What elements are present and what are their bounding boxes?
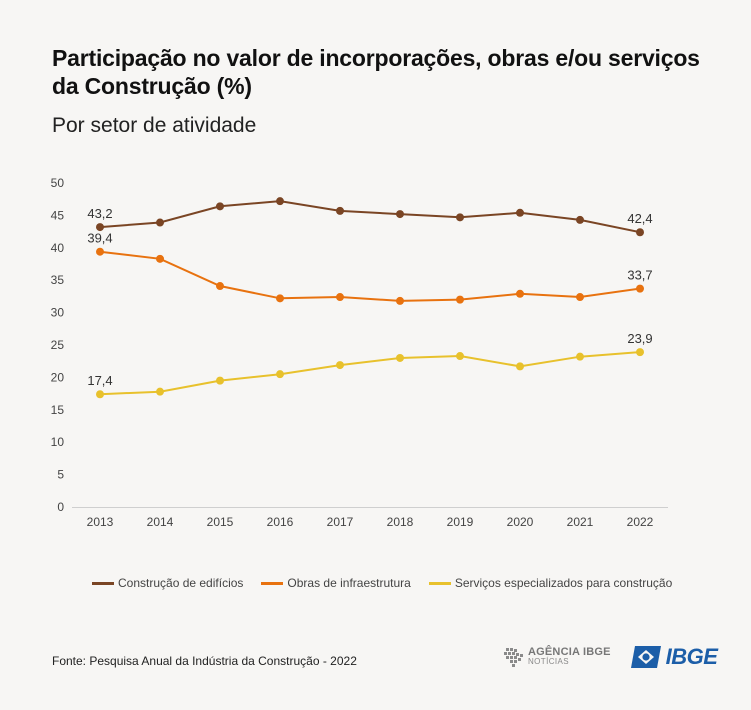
x-tick-label: 2020 [507,515,534,529]
agencia-sub: NOTÍCIAS [528,657,569,666]
ibge-logo: IBGE [630,644,718,670]
data-point [216,202,224,211]
data-point [96,247,104,256]
y-tick-label: 15 [51,403,65,417]
data-point [396,296,404,305]
data-point [156,387,164,396]
data-label: 23,9 [627,331,652,346]
data-point [576,352,584,361]
data-point [516,289,524,298]
legend-label-infraestrutura: Obras de infraestrutura [287,576,411,590]
data-point [456,295,464,304]
x-tick-label: 2013 [87,515,114,529]
legend-item-edificios: Construção de edifícios [92,576,243,590]
legend-label-edificios: Construção de edifícios [118,576,244,590]
data-point [96,390,104,399]
data-point [276,197,284,206]
x-tick-label: 2019 [447,515,474,529]
ibge-flag-icon [630,646,661,668]
data-point [636,284,644,293]
legend-swatch-servicos [428,581,451,585]
data-label: 33,7 [627,268,652,283]
x-tick-label: 2017 [327,515,354,529]
data-label: 39,4 [87,231,112,246]
data-point [336,206,344,215]
series-line [99,250,641,302]
data-point [96,223,104,232]
y-tick-label: 35 [51,273,65,287]
data-point [636,228,644,237]
x-tick-label: 2018 [387,515,414,529]
agencia-name: AGÊNCIA IBGE [528,646,611,658]
data-point [456,352,464,361]
data-point [336,361,344,370]
source-note: Fonte: Pesquisa Anual da Indústria da Co… [52,654,357,668]
chart-legend: Construção de edifícios Obras de infraes… [92,576,690,590]
agencia-ibge-logo: AGÊNCIA IBGE NOTÍCIAS [502,646,611,668]
data-point [576,215,584,224]
x-tick-label: 2015 [207,515,234,529]
legend-item-infraestrutura: Obras de infraestrutura [261,576,411,590]
data-point [156,254,164,263]
data-label: 42,4 [627,211,652,226]
data-point [216,376,224,385]
data-point [516,208,524,217]
x-tick-label: 2014 [147,515,174,529]
logos: AGÊNCIA IBGE NOTÍCIAS IBGE [502,644,718,670]
data-point [276,370,284,379]
data-point [216,282,224,291]
data-point [576,293,584,302]
y-tick-label: 40 [51,241,65,255]
data-point [516,362,524,371]
data-point [396,210,404,219]
series-line [99,200,641,234]
data-point [636,348,644,357]
data-label: 17,4 [87,373,112,388]
data-point [156,218,164,227]
y-tick-label: 5 [57,468,64,482]
brazil-map-icon [504,648,523,667]
line-chart: 0 5 10 15 20 25 30 35 40 45 50 2013 2014 2015 2016 2017… [51,176,668,529]
ibge-wordmark: IBGE [665,644,718,669]
y-tick-label: 30 [51,306,65,320]
data-point [396,353,404,362]
y-tick-label: 20 [51,370,65,384]
x-tick-label: 2016 [267,515,294,529]
legend-swatch-edificios [92,581,114,585]
legend-label-servicos: Serviços especializados para construção [454,576,673,590]
legend-item-servicos: Serviços especializados para construção [428,576,673,590]
y-tick-label: 0 [57,500,64,514]
data-point [456,213,464,222]
x-tick-label: 2022 [627,515,654,529]
y-tick-label: 25 [51,338,65,352]
chart-subtitle: Por setor de atividade [52,114,257,137]
data-point [276,294,284,303]
y-tick-label: 50 [51,176,65,190]
data-point [336,293,344,302]
y-tick-label: 10 [51,435,65,449]
chart-title: Participação no valor de incorporações, … [52,45,700,99]
series-line [99,351,641,396]
x-tick-label: 2021 [567,515,594,529]
legend-swatch-infraestrutura [261,581,284,585]
data-label: 43,2 [87,206,112,221]
y-tick-label: 45 [51,208,65,222]
